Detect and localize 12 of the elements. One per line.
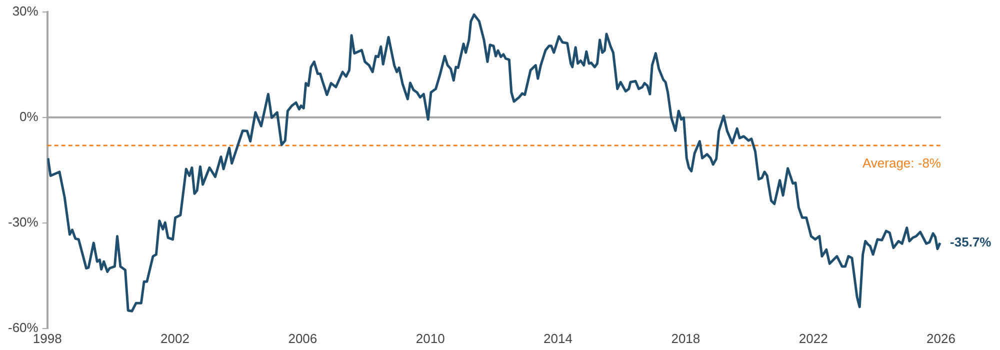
x-tick-label: 2018 (671, 330, 700, 346)
y-tick-label: -30% (8, 214, 39, 230)
x-tick-label: 2006 (288, 330, 318, 346)
annotation: -35.7% (950, 234, 992, 250)
x-tick-label: 2014 (544, 330, 572, 346)
x-tick-label: 2026 (926, 330, 956, 346)
ref-line-label: Average: -8% (862, 156, 942, 171)
x-tick-label: 2002 (160, 330, 190, 346)
x-tick-label: 2022 (798, 330, 828, 346)
y-tick-label: 30% (12, 3, 39, 18)
y-tick-label: 0% (20, 108, 39, 124)
x-tick-label: 2010 (416, 330, 445, 346)
